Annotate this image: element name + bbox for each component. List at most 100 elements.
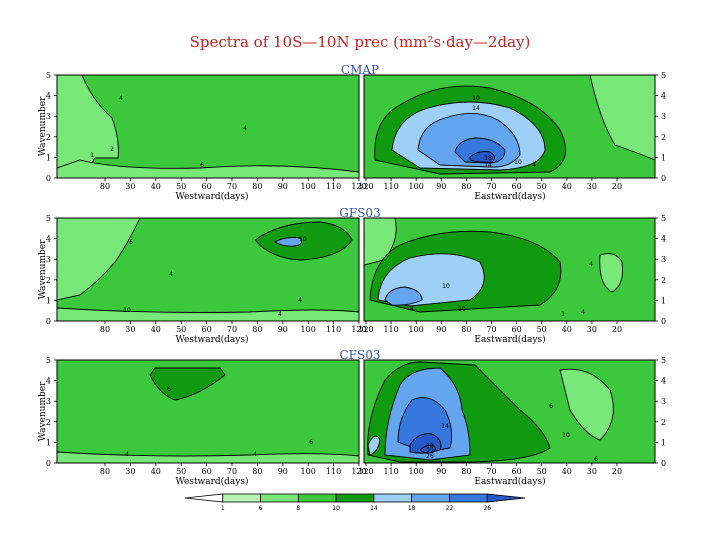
- y-tick-label: 5: [661, 214, 666, 223]
- x-tick-label: 100: [301, 467, 316, 476]
- y-axis-label: Wavenumber: [38, 96, 48, 156]
- contour-region-l: [56, 159, 360, 179]
- x-tick-label: 90: [436, 182, 446, 191]
- x-tick-label: 80: [252, 467, 262, 476]
- y-tick-label: 1: [661, 153, 666, 162]
- x-tick-label: 80: [461, 325, 471, 334]
- x-tick-label: 70: [486, 467, 496, 476]
- contour-label: 6: [309, 439, 313, 446]
- y-tick-label: 4: [661, 92, 666, 101]
- contour-label: 2: [110, 146, 114, 153]
- x-tick-label: 90: [278, 325, 288, 334]
- x-tick-label: 50: [176, 325, 186, 334]
- contour-label: 10: [123, 307, 131, 314]
- contour-label: 4: [298, 297, 302, 304]
- contour-label: 4: [278, 311, 282, 318]
- contour-label: 14: [484, 162, 492, 169]
- colorbar-label: 10: [332, 505, 340, 512]
- panel-1: CMAP 0 0 1 1 2 2 3 3 4 4 5 5 Wavenumber 80 30 40 50 60 70 80…: [38, 63, 666, 202]
- x-tick-label: 60: [202, 182, 212, 191]
- x-axis-label-westward: Westward(days): [175, 191, 248, 202]
- contour-label: 4: [589, 261, 593, 268]
- x-tick-label: 40: [151, 182, 161, 191]
- contour-label: 4: [581, 309, 585, 316]
- x-tick-label: 70: [486, 325, 496, 334]
- y-tick-label: 0: [661, 459, 666, 468]
- x-tick-label: 40: [562, 467, 572, 476]
- y-axis-label: Wavenumber: [38, 239, 48, 299]
- x-tick-label: 60: [512, 325, 522, 334]
- contour-label: 14: [441, 423, 449, 430]
- x-tick-label: 60: [202, 325, 212, 334]
- x-tick-label: 80: [100, 182, 110, 191]
- colorbar-label: 1: [221, 505, 225, 512]
- contour-label: 22: [426, 448, 434, 455]
- y-tick-label: 5: [46, 214, 51, 223]
- contour-label: 10: [514, 159, 522, 166]
- y-tick-label: 0: [46, 317, 51, 326]
- colorbar-cell: [184, 493, 224, 503]
- y-tick-label: 1: [661, 438, 666, 447]
- x-tick-label: 80: [100, 325, 110, 334]
- contour-region-r: [599, 253, 623, 293]
- contour-region-l: [274, 237, 303, 247]
- colorbar-cell: [222, 493, 261, 503]
- x-tick-label: 40: [562, 325, 572, 334]
- panel-title: CFS03: [340, 348, 381, 362]
- colorbar-label: 14: [370, 505, 378, 512]
- y-tick-label: 4: [46, 377, 51, 386]
- contour-label: 6: [167, 386, 171, 393]
- x-tick-label: 30: [587, 325, 597, 334]
- contour-region-l: [254, 221, 353, 261]
- colorbar-cell: [335, 493, 375, 503]
- x-axis-label-westward: Westward(days): [175, 476, 248, 487]
- x-tick-label: 80: [461, 182, 471, 191]
- x-tick-label: 100: [301, 325, 316, 334]
- x-tick-label: 90: [278, 182, 288, 191]
- x-axis-label-eastward: Eastward(days): [474, 334, 545, 345]
- contour-region-r: [589, 74, 656, 161]
- chart-title: Spectra of 10S—10N prec (mm²s·day—2day): [190, 33, 531, 51]
- x-tick-label: 50: [176, 182, 186, 191]
- y-tick-label: 2: [661, 276, 666, 285]
- colorbar: 1 6 8 10 14 18 22 26: [184, 493, 526, 512]
- x-tick-label: 60: [512, 467, 522, 476]
- frame-westward: [56, 359, 360, 464]
- colorbar-label: 22: [446, 505, 454, 512]
- contour-label: 4: [243, 125, 247, 132]
- x-axis-label-westward: Westward(days): [175, 334, 248, 345]
- y-tick-label: 1: [46, 153, 51, 162]
- x-tick-label: 90: [436, 467, 446, 476]
- x-tick-label: 80: [461, 467, 471, 476]
- y-tick-label: 4: [661, 377, 666, 386]
- colorbar-cell: [373, 493, 413, 503]
- x-tick-label: 100: [409, 467, 424, 476]
- y-tick-label: 5: [46, 356, 51, 365]
- contour-label: 26: [426, 453, 434, 460]
- contour-label: 10: [299, 236, 307, 243]
- y-tick-label: 2: [46, 418, 51, 427]
- x-tick-label: 90: [436, 325, 446, 334]
- contour-label: 4: [169, 271, 173, 278]
- y-tick-label: 5: [661, 71, 666, 80]
- y-tick-label: 4: [46, 92, 51, 101]
- contour-region-l: [149, 367, 226, 401]
- colorbar-cell: [449, 493, 488, 503]
- contour-label: 1: [561, 311, 565, 318]
- x-tick-label: 20: [612, 325, 622, 334]
- colorbar-cell: [260, 493, 299, 503]
- y-tick-label: 1: [46, 438, 51, 447]
- colorbar-label: 18: [408, 505, 416, 512]
- colorbar-label: 8: [296, 505, 300, 512]
- x-axis-label-eastward: Eastward(days): [474, 191, 545, 202]
- x-tick-label: 60: [202, 467, 212, 476]
- x-tick-label: 30: [125, 325, 135, 334]
- contour-region-r: [559, 368, 614, 441]
- contour-label: 1: [90, 152, 94, 159]
- x-tick-label: 70: [227, 182, 237, 191]
- y-tick-label: 2: [661, 418, 666, 427]
- x-tick-label: 110: [383, 467, 398, 476]
- y-tick-label: 0: [46, 459, 51, 468]
- colorbar-cell: [486, 493, 526, 503]
